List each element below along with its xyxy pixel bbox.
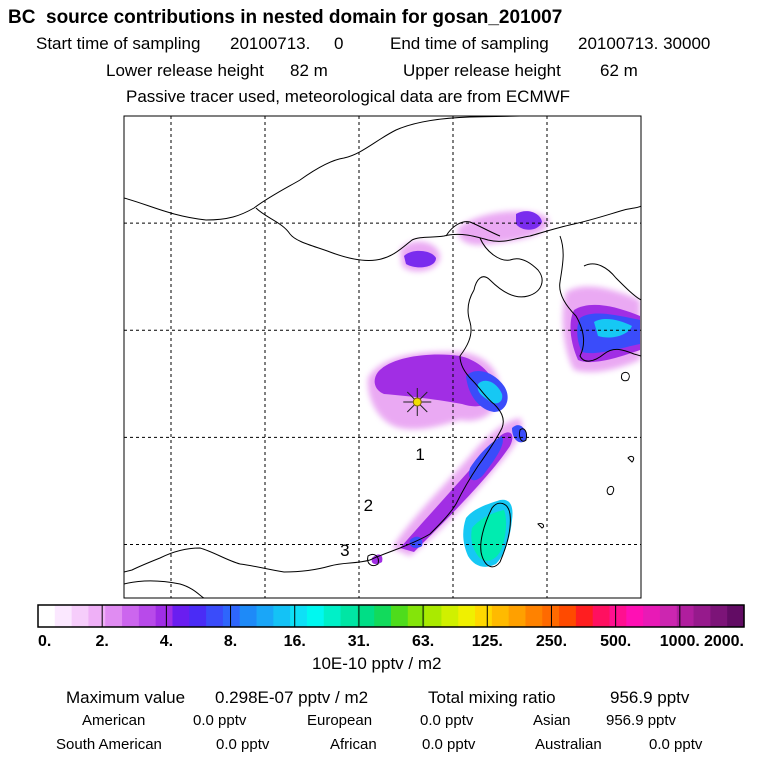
- region-value-australian: 0.0 pptv: [649, 736, 703, 753]
- end-time-value: 20100713. 30000: [578, 34, 711, 53]
- tracer-note: Passive tracer used, meteorological data…: [126, 87, 571, 106]
- colorbar-cell-14: [273, 605, 291, 627]
- plume-teal-layer: [471, 510, 507, 561]
- colorbar-tick-label-0: 0.: [38, 633, 51, 650]
- colorbar-cell-9: [189, 605, 207, 627]
- region-name-australian: Australian: [535, 736, 602, 753]
- colorbar-tick-label-3: 8.: [224, 633, 237, 650]
- colorbar-cell-17: [323, 605, 342, 627]
- coastlines: [124, 116, 641, 598]
- colorbar-tick-label-6: 63.: [412, 633, 434, 650]
- colorbar-cell-2: [71, 605, 90, 627]
- colorbar-tick-label-7: 125.: [472, 633, 503, 650]
- colorbar-cell-13: [256, 605, 274, 627]
- colorbar-cell-12: [239, 605, 258, 627]
- upper-release-label: Upper release height: [403, 61, 561, 80]
- colorbar-cell-11: [222, 605, 241, 627]
- colorbar-tick-label-4: 16.: [284, 633, 306, 650]
- colorbar-cell-5: [122, 605, 140, 627]
- colorbar-cell-21: [391, 605, 409, 627]
- colorbar-cell-38: [676, 605, 695, 627]
- colorbar-cell-20: [374, 605, 392, 627]
- colorbar-cell-26: [475, 605, 493, 627]
- colorbar-cell-27: [491, 605, 510, 627]
- colorbar-cell-10: [206, 605, 224, 627]
- colorbar-cell-28: [508, 605, 527, 627]
- region-value-african: 0.0 pptv: [422, 736, 476, 753]
- colorbar-cell-36: [643, 605, 661, 627]
- lat-lon-gridlines: [124, 116, 641, 598]
- source-marker-2: 2: [364, 496, 373, 515]
- region-value-south-american: 0.0 pptv: [216, 736, 270, 753]
- total-mixing-label: Total mixing ratio: [428, 688, 556, 707]
- colorbar-tick-label-10: 1000.: [660, 633, 700, 650]
- colorbar-cell-35: [626, 605, 644, 627]
- colorbar-tick-label-9: 500.: [600, 633, 631, 650]
- colorbar-cell-32: [575, 605, 594, 627]
- lower-release-value: 82 m: [290, 61, 328, 80]
- chart-title: BC source contributions in nested domain…: [8, 7, 563, 28]
- colorbar-cell-23: [424, 605, 443, 627]
- source-marker-1: 1: [415, 445, 424, 464]
- colorbar-cell-7: [155, 605, 174, 627]
- colorbar-cell-40: [710, 605, 728, 627]
- colorbar-cell-0: [38, 605, 56, 627]
- colorbar-cell-24: [441, 605, 459, 627]
- upper-release-value: 62 m: [600, 61, 638, 80]
- colorbar-frame: [37, 604, 745, 628]
- colorbar-cell-6: [138, 605, 157, 627]
- map-frame: [123, 115, 642, 599]
- max-value: 0.298E-07 pptv / m2: [215, 688, 369, 707]
- region-name-european: European: [307, 712, 373, 729]
- region-name-american: American: [82, 712, 146, 729]
- source-marker-3: 3: [340, 541, 349, 560]
- colorbar-cell-16: [306, 605, 325, 627]
- region-value-european: 0.0 pptv: [420, 712, 474, 729]
- colorbar-cell-33: [592, 605, 611, 627]
- colorbar-cell-22: [407, 605, 426, 627]
- release-site-star-icon: [403, 387, 432, 416]
- region-value-asian: 956.9 pptv: [606, 712, 677, 729]
- colorbar-cell-31: [559, 605, 577, 627]
- colorbar-cell-4: [105, 605, 123, 627]
- start-time-value: 20100713. 0: [230, 34, 344, 53]
- colorbar-tick-label-1: 2.: [96, 633, 109, 650]
- colorbar-cell-34: [609, 605, 627, 627]
- end-time-label: End time of sampling: [390, 34, 549, 53]
- colorbar-cell-1: [54, 605, 73, 627]
- colorbar-cell-3: [88, 605, 106, 627]
- lower-release-label: Lower release height: [106, 61, 264, 80]
- colorbar-cell-15: [290, 605, 308, 627]
- start-time-label: Start time of sampling: [36, 34, 201, 53]
- colorbar-tick-label-5: 31.: [348, 633, 370, 650]
- colorbar-cell-18: [340, 605, 358, 627]
- colorbar-tick-label-11: 2000.: [704, 633, 744, 650]
- region-value-american: 0.0 pptv: [193, 712, 247, 729]
- max-value-label: Maximum value: [66, 688, 186, 707]
- colorbar-cell-41: [727, 605, 745, 627]
- colorbar-tick-label-8: 250.: [536, 633, 567, 650]
- region-name-south-american: South American: [56, 736, 162, 753]
- colorbar-cell-25: [458, 605, 476, 627]
- colorbar-cell-29: [525, 605, 543, 627]
- colorbar-unit-label: 10E-10 pptv / m2: [312, 654, 442, 673]
- colorbar-cell-37: [659, 605, 678, 627]
- colorbar-cell-8: [172, 605, 190, 627]
- colorbar-cell-19: [357, 605, 375, 627]
- source-markers: 1 2 3: [340, 445, 425, 560]
- colorbar-tick-label-2: 4.: [160, 633, 173, 650]
- region-name-african: African: [330, 736, 377, 753]
- region-name-asian: Asian: [533, 712, 571, 729]
- total-mixing-value: 956.9 pptv: [610, 688, 690, 707]
- colorbar-cell-39: [693, 605, 711, 627]
